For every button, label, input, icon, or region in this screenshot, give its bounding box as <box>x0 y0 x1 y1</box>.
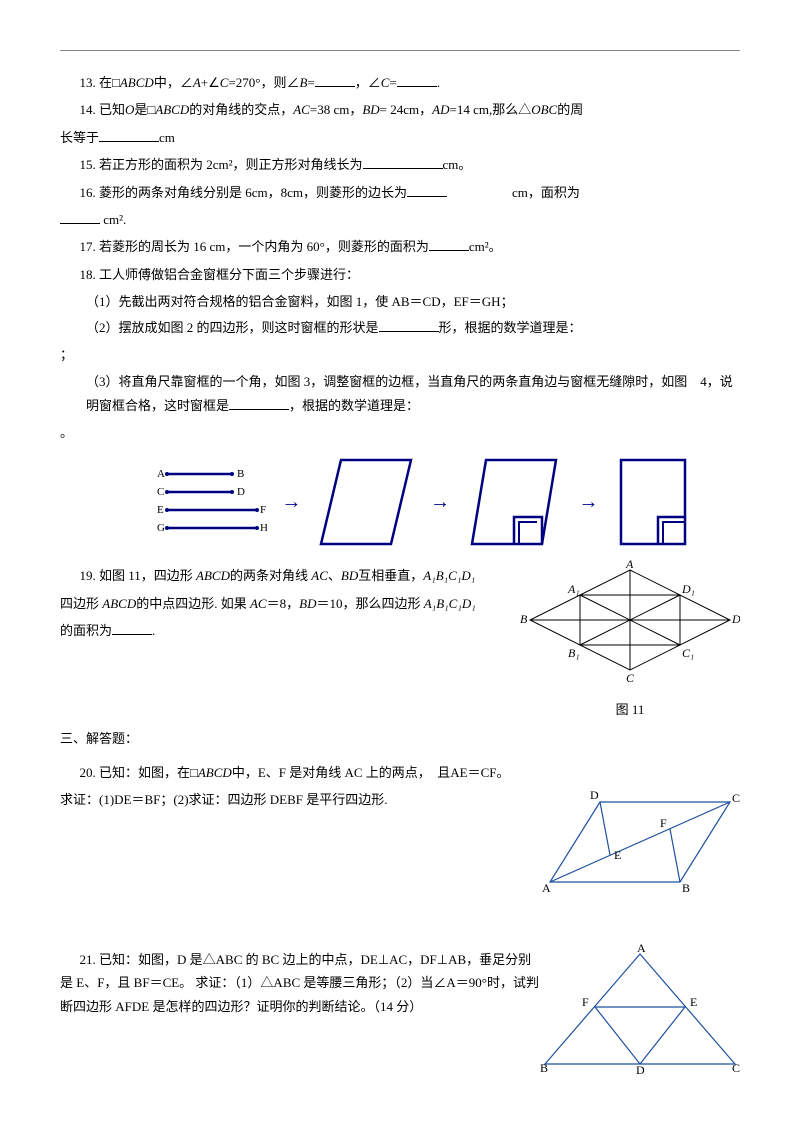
svg-text:B: B <box>540 1061 548 1074</box>
svg-text:F: F <box>582 995 589 1009</box>
blank <box>99 128 159 142</box>
blank <box>363 155 443 169</box>
question-20-row: 20. 已知：如图，在□ABCD中，E、F 是对角线 AC 上的两点， 且AE＝… <box>60 757 740 904</box>
svg-text:G: G <box>157 522 165 534</box>
blank <box>429 237 469 251</box>
figure-18-rectangle <box>613 452 693 552</box>
q13-text: 13. 在 <box>80 75 113 90</box>
svg-text:B: B <box>237 468 244 480</box>
question-21-row: 21. 已知：如图，D 是△ABC 的 BC 边上的中点，DE⊥AC，DF⊥AB… <box>60 944 740 1081</box>
svg-text:D₁: D₁ <box>681 582 695 596</box>
svg-text:E: E <box>157 504 164 516</box>
question-18-sub2c: ； <box>60 343 740 366</box>
svg-text:C: C <box>732 791 740 805</box>
svg-text:A: A <box>637 944 646 955</box>
question-19: 19. 如图 11，四边形 ABCD的两条对角线 AC、BD互相垂直，A₁B₁C… <box>60 564 520 587</box>
question-18-sub1: （1）先截出两对符合规格的铝合金窗料，如图 1，使 AB＝CD，EF＝GH； <box>86 290 740 313</box>
svg-text:F: F <box>260 504 266 516</box>
svg-text:D: D <box>590 788 599 802</box>
q13-shape: □ABCD <box>112 75 154 90</box>
svg-text:E: E <box>690 995 697 1009</box>
blank <box>315 73 355 87</box>
header-rule <box>60 50 740 51</box>
svg-text:B: B <box>520 612 528 626</box>
arrow-icon: → <box>281 484 301 520</box>
question-19-row: 19. 如图 11，四边形 ABCD的两条对角线 AC、BD互相垂直，A₁B₁C… <box>60 560 740 721</box>
svg-text:D: D <box>237 486 245 498</box>
question-18-sub2: （2）摆放成如图 2 的四边形，则这时窗框的形状是形，根据的数学道理是： <box>86 316 740 339</box>
blank <box>379 318 439 332</box>
question-18-intro: 18. 工人师傅做铝合金窗框分下面三个步骤进行： <box>60 263 740 286</box>
question-14: 14. 已知O是□ABCD的对角线的交点，AC=38 cm，BD= 24cm，A… <box>60 98 740 121</box>
figure-21: A B C D E F <box>540 944 740 1074</box>
svg-text:E: E <box>614 848 621 862</box>
figure-11: A D C B A₁ D₁ C₁ B₁ <box>520 560 740 690</box>
figure-18-parallelogram <box>316 452 416 552</box>
arrow-icon: → <box>579 484 599 520</box>
svg-text:C: C <box>626 671 635 685</box>
svg-text:D: D <box>636 1063 645 1074</box>
question-21: 21. 已知：如图，D 是△ABC 的 BC 边上的中点，DE⊥AC，DF⊥AB… <box>60 948 540 1018</box>
question-18-sub3: （3）将直角尺靠窗框的一个角，如图 3，调整窗框的边框，当直角尺的两条直角边与窗… <box>86 370 740 417</box>
svg-text:D: D <box>731 612 740 626</box>
blank <box>397 73 437 87</box>
question-20-prove: 求证：(1)DE＝BF；(2)求证：四边形 DEBF 是平行四边形. <box>60 788 540 811</box>
question-14-line2: 长等于cm <box>60 126 740 149</box>
blank <box>60 210 100 224</box>
blank <box>229 396 289 410</box>
svg-text:A: A <box>542 881 551 895</box>
arrow-icon: → <box>430 484 450 520</box>
section-3-heading: 三、解答题： <box>60 727 740 750</box>
svg-text:A₁: A₁ <box>567 582 580 596</box>
svg-text:B₁: B₁ <box>568 646 580 660</box>
question-17: 17. 若菱形的周长为 16 cm，一个内角为 60°，则菱形的面积为cm²。 <box>60 235 740 258</box>
svg-text:C: C <box>732 1061 740 1074</box>
svg-text:C: C <box>157 486 164 498</box>
svg-text:A: A <box>625 560 634 571</box>
figure-18: A B C D E F G H → → → <box>140 452 700 552</box>
svg-text:H: H <box>260 522 267 534</box>
figure-18-segments: A B C D E F G H <box>147 462 267 542</box>
svg-text:B: B <box>682 881 690 895</box>
question-13: 13. 在□ABCD中，∠A+∠C=270°，则∠B=，∠C=. <box>60 71 740 94</box>
question-16: 16. 菱形的两条对角线分别是 6cm，8cm，则菱形的边长为 cm，面积为 <box>60 181 740 204</box>
svg-text:C₁: C₁ <box>682 646 694 660</box>
question-20: 20. 已知：如图，在□ABCD中，E、F 是对角线 AC 上的两点， 且AE＝… <box>60 761 540 784</box>
question-18-sub3c: 。 <box>60 421 740 444</box>
question-15: 15. 若正方形的面积为 2cm²，则正方形对角线长为cm。 <box>60 153 740 176</box>
figure-20: A B C D E F <box>540 787 740 897</box>
figure-18-adjusting <box>464 452 564 552</box>
svg-text:F: F <box>660 816 667 830</box>
blank <box>112 621 152 635</box>
figure-11-caption: 图 11 <box>520 698 740 721</box>
question-16-line2: cm². <box>60 208 740 231</box>
blank <box>407 183 447 197</box>
svg-text:A: A <box>157 468 165 480</box>
